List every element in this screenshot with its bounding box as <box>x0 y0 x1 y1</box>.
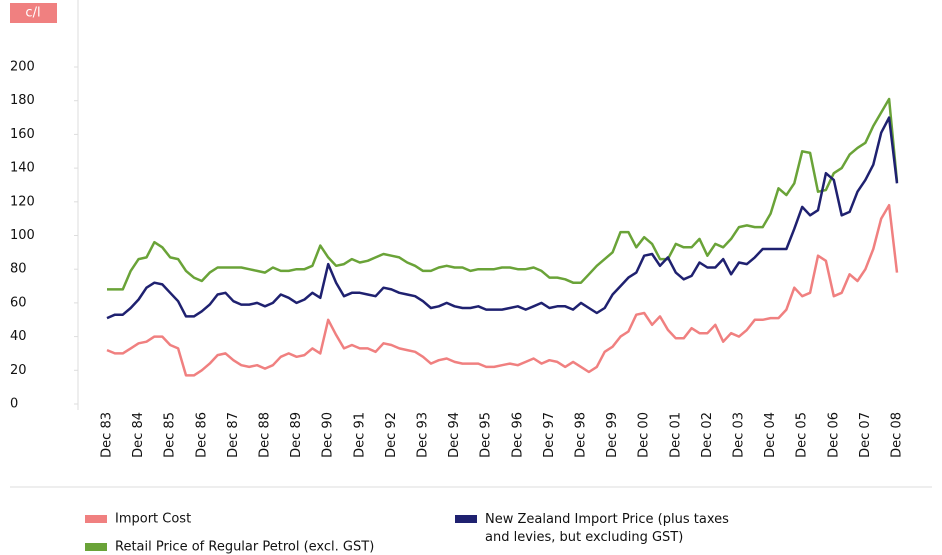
y-tick-label: 80 <box>10 262 27 277</box>
x-tick-label: Dec 02 <box>700 412 715 458</box>
x-tick-label: Dec 99 <box>605 412 620 458</box>
y-tick-label: 160 <box>10 127 35 142</box>
x-tick-label: Dec 83 <box>100 412 115 458</box>
legend-swatch <box>85 515 107 523</box>
legend-swatch <box>85 543 107 551</box>
x-tick-label: Dec 85 <box>163 412 178 458</box>
series-line <box>106 203 899 377</box>
legend-swatch <box>455 515 477 523</box>
legend-label: Import Cost <box>115 512 191 527</box>
x-tick-label: Dec 07 <box>858 412 873 458</box>
x-tick-label: Dec 94 <box>447 412 462 458</box>
x-tick-label: Dec 98 <box>574 412 589 458</box>
x-tick-label: Dec 87 <box>226 412 241 458</box>
y-tick-label: 140 <box>10 161 35 176</box>
x-tick-label: Dec 03 <box>732 412 747 458</box>
unit-box <box>10 3 57 23</box>
x-tick-label: Dec 08 <box>890 412 905 458</box>
y-tick-label: 100 <box>10 228 35 243</box>
x-tick-label: Dec 90 <box>321 412 336 458</box>
y-tick-label: 0 <box>10 397 18 412</box>
y-tick-label: 60 <box>10 295 27 310</box>
x-tick-label: Dec 06 <box>826 412 841 458</box>
x-tick-label: Dec 00 <box>637 412 652 458</box>
legend-label: Retail Price of Regular Petrol (excl. GS… <box>115 540 374 555</box>
y-tick-label: 200 <box>10 60 35 75</box>
x-tick-label: Dec 95 <box>479 412 494 458</box>
x-tick-label: Dec 93 <box>416 412 431 458</box>
x-tick-label: Dec 04 <box>763 412 778 458</box>
x-tick-label: Dec 97 <box>542 412 557 458</box>
series-line <box>106 116 899 320</box>
x-tick-label: Dec 86 <box>194 412 209 458</box>
x-tick-label: Dec 84 <box>131 412 146 458</box>
y-unit-label: c/l <box>25 6 40 21</box>
series-line <box>107 97 899 291</box>
x-tick-label: Dec 96 <box>510 412 525 458</box>
y-tick-label: 180 <box>10 93 35 108</box>
x-tick-label: Dec 92 <box>384 412 399 458</box>
x-tick-label: Dec 01 <box>668 412 683 458</box>
y-tick-label: 120 <box>10 194 35 209</box>
legend-label: New Zealand Import Price (plus taxes and … <box>485 512 729 545</box>
x-tick-label: Dec 89 <box>289 412 304 458</box>
x-tick-label: Dec 05 <box>795 412 810 458</box>
y-tick-label: 40 <box>10 329 27 344</box>
x-tick-label: Dec 88 <box>258 412 273 458</box>
x-tick-label: Dec 91 <box>352 412 367 458</box>
y-tick-label: 20 <box>10 363 27 378</box>
